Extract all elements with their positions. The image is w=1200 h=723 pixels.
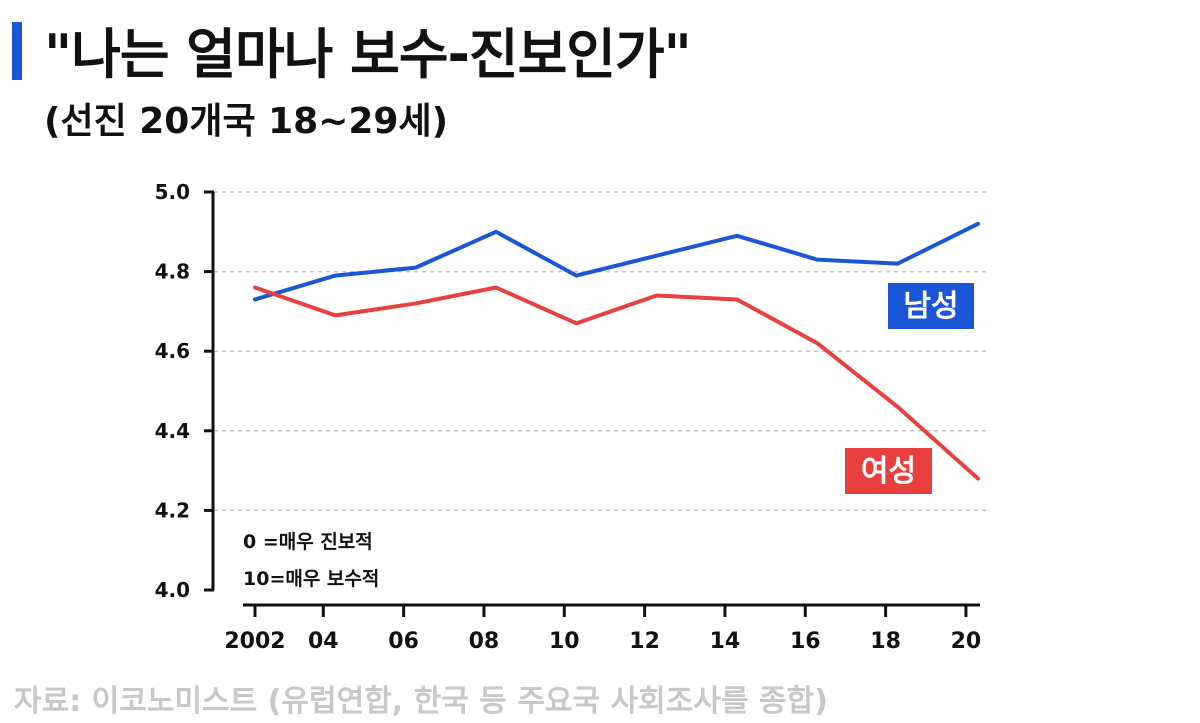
title-accent-bar <box>12 22 22 80</box>
series-line-1 <box>253 285 980 481</box>
chart-title: "나는 얼마나 보수-진보인가" <box>44 23 692 86</box>
y-tick-label: 4.2 <box>155 498 190 522</box>
series-label: 여성 <box>861 454 916 489</box>
series-label: 남성 <box>903 289 958 324</box>
y-tick-label: 4.4 <box>155 419 190 443</box>
x-tick-label: 16 <box>790 629 821 654</box>
chart-subtitle: (선진 20개국 18~29세) <box>44 101 449 142</box>
y-tick-label: 4.6 <box>155 339 190 363</box>
scale-note: 10=매우 보수적 <box>243 568 379 590</box>
series-line-0 <box>253 221 980 302</box>
series-label-box <box>888 283 974 329</box>
x-tick-label: 06 <box>388 629 419 654</box>
x-tick-label: 2002 <box>224 629 285 654</box>
scale-note: 0 =매우 진보적 <box>243 531 373 553</box>
x-tick-label: 04 <box>308 629 339 654</box>
x-tick-label: 18 <box>870 629 901 654</box>
x-tick-label: 14 <box>710 629 741 654</box>
y-tick-label: 5.0 <box>155 180 190 204</box>
x-tick-label: 12 <box>629 629 660 654</box>
x-tick-label: 10 <box>549 629 580 654</box>
x-tick-label: 08 <box>469 629 500 654</box>
source-note: 자료: 이코노미스트 (유럽연합, 한국 등 주요국 사회조사를 종합) <box>14 684 828 719</box>
y-tick-label: 4.8 <box>155 260 190 284</box>
series-label-box <box>845 448 932 494</box>
y-tick-label: 4.0 <box>155 578 190 602</box>
x-tick-label: 20 <box>951 629 982 654</box>
